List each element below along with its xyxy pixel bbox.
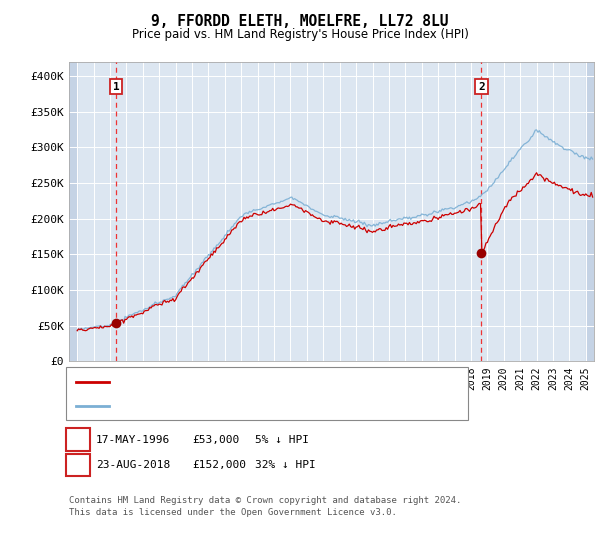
Text: 17-MAY-1996: 17-MAY-1996	[96, 435, 170, 445]
Text: 9, FFORDD ELETH, MOELFRE, LL72 8LU (detached house): 9, FFORDD ELETH, MOELFRE, LL72 8LU (deta…	[115, 377, 434, 387]
Text: 2: 2	[478, 82, 485, 92]
Text: 1: 1	[74, 433, 82, 446]
Text: 32% ↓ HPI: 32% ↓ HPI	[255, 460, 316, 470]
Bar	[586, 62, 594, 361]
Text: 1: 1	[113, 82, 119, 92]
Text: HPI: Average price, detached house, Isle of Anglesey: HPI: Average price, detached house, Isle…	[115, 401, 440, 411]
Text: 2: 2	[74, 458, 82, 472]
Text: £152,000: £152,000	[192, 460, 246, 470]
Bar	[69, 62, 77, 361]
Text: 5% ↓ HPI: 5% ↓ HPI	[255, 435, 309, 445]
Bar	[69, 62, 77, 361]
Text: Price paid vs. HM Land Registry's House Price Index (HPI): Price paid vs. HM Land Registry's House …	[131, 28, 469, 41]
Text: Contains HM Land Registry data © Crown copyright and database right 2024.
This d: Contains HM Land Registry data © Crown c…	[69, 496, 461, 517]
Text: 23-AUG-2018: 23-AUG-2018	[96, 460, 170, 470]
Text: 9, FFORDD ELETH, MOELFRE, LL72 8LU: 9, FFORDD ELETH, MOELFRE, LL72 8LU	[151, 14, 449, 29]
Text: £53,000: £53,000	[192, 435, 239, 445]
